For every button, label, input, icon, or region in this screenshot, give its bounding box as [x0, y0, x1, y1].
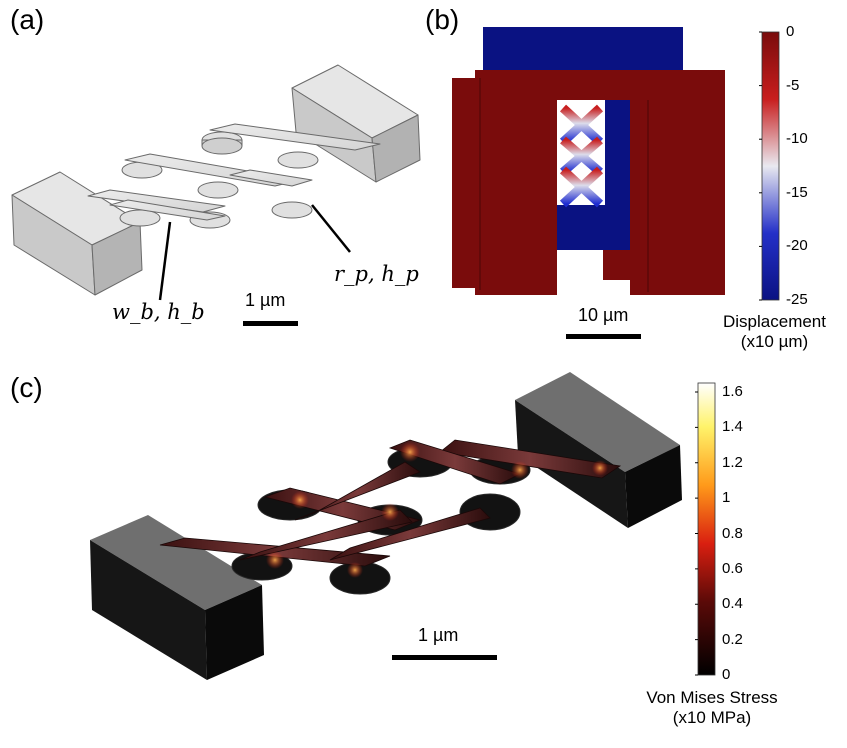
- colorbar-c-tick-label: 0.2: [722, 630, 743, 648]
- colorbar-c: [697, 382, 716, 676]
- colorbar-c-title: Von Mises Stress (x10 MPa): [632, 688, 792, 728]
- colorbar-c-tick-label: 0: [722, 666, 731, 683]
- left-anchor-side: [91, 221, 143, 296]
- colorbar-b-tick-label: 0: [786, 23, 795, 40]
- panel-label-a: (a): [10, 4, 45, 35]
- panel-label-c: (c): [10, 372, 43, 403]
- blue-frame-bottom: [553, 205, 633, 250]
- c-right-anchor-top: [515, 372, 680, 472]
- red-block-right-lower: [603, 250, 643, 280]
- pillar-leader-line: [311, 204, 351, 253]
- colorbar-c-tick-label: 0.4: [722, 595, 743, 613]
- colorbar-b-tick-label: -20: [786, 237, 808, 255]
- red-block-right: [630, 70, 725, 295]
- beams: [87, 123, 381, 221]
- c-left-anchor-front: [90, 540, 207, 680]
- colorbar-c-ticks: [695, 391, 698, 676]
- colorbar-b-ticks: [759, 31, 762, 301]
- colorbar-b-title-line1: Displacement: [723, 312, 826, 331]
- colorbar-b: [761, 31, 780, 301]
- colorbar-c-title-line2: (x10 MPa): [672, 708, 752, 727]
- colorbar-c-tick-label: 0.8: [722, 524, 743, 542]
- right-anchor-side: [371, 114, 421, 183]
- colorbar-c-tick-label: 1.2: [722, 453, 743, 471]
- colorbar-c-tick-label: 1.6: [722, 383, 743, 400]
- colorbar-b-title: Displacement (x10 µm): [702, 312, 847, 352]
- colorbar-b-title-line2: (x10 µm): [740, 332, 809, 351]
- colorbar-c-tick-label: 0.6: [722, 559, 743, 577]
- scale-bar-c-label: 1 µm: [418, 625, 459, 645]
- c-left-anchor-side: [205, 585, 264, 680]
- c-stress-hotspots: [266, 442, 608, 578]
- beam-dimension-label: w_b, h_b: [112, 300, 205, 324]
- spring-x-pattern: [559, 104, 604, 208]
- c-left-anchor-top: [90, 515, 262, 610]
- beam-leader-line: [158, 221, 172, 301]
- colorbar-b-tick-label: -15: [786, 183, 808, 201]
- scale-bar-b: [566, 334, 641, 339]
- red-block-left: [475, 70, 557, 295]
- blue-frame-top: [483, 27, 683, 75]
- scale-bar-a-label: 1 µm: [245, 290, 286, 310]
- colorbar-c-tick-label: 1.4: [722, 418, 743, 436]
- scale-bar-a: [243, 321, 298, 326]
- colorbar-b-tick-label: -10: [786, 130, 808, 148]
- colorbar-c-tick-label: 1: [722, 489, 731, 507]
- c-right-anchor-side: [625, 445, 682, 528]
- scale-bar-c: [392, 655, 497, 660]
- panel-label-b: (b): [425, 4, 460, 35]
- scale-bar-b-label: 10 µm: [578, 305, 629, 325]
- colorbar-b-tick-label: -5: [786, 76, 800, 94]
- pillar-dimension-label: r_p, h_p: [334, 262, 419, 286]
- colorbar-c-title-line1: Von Mises Stress: [646, 688, 778, 707]
- colorbar-b-tick-label: -25: [786, 291, 808, 308]
